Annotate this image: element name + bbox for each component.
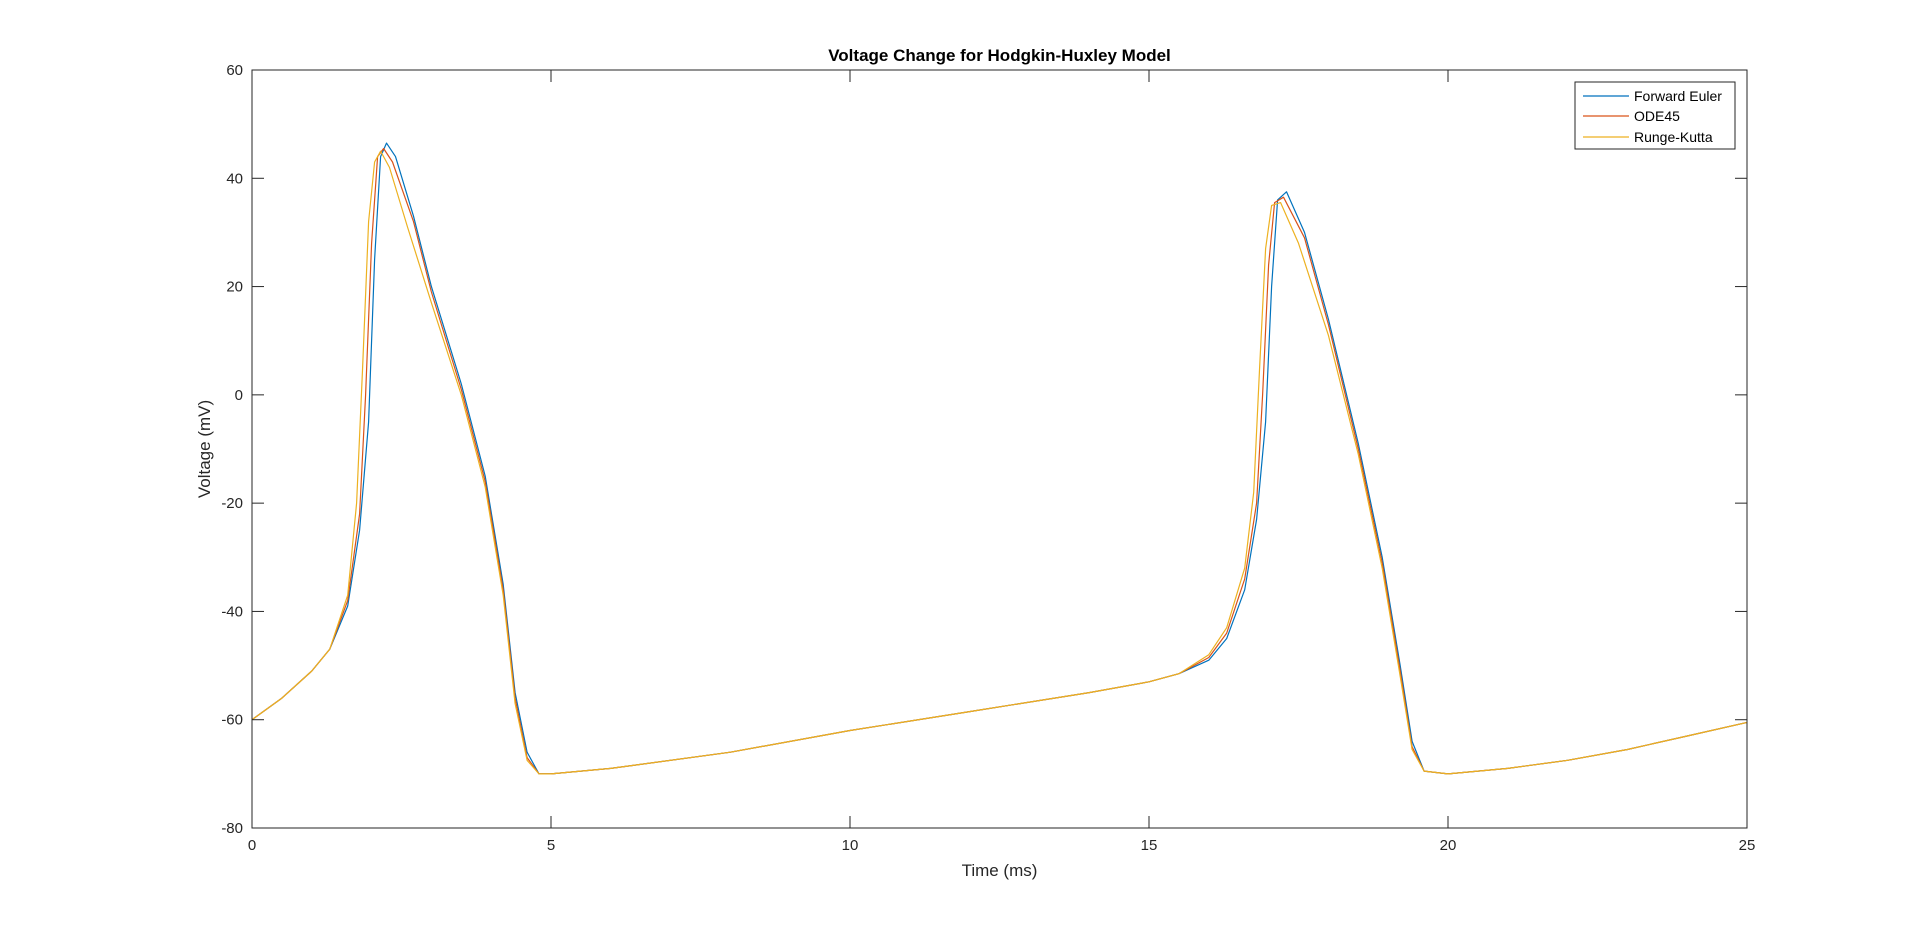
axes-box	[251, 69, 1748, 829]
x-tick-label: 5	[547, 837, 555, 854]
y-tick-label: -60	[221, 712, 243, 729]
x-tick-label: 20	[1440, 837, 1457, 854]
y-tick-label: -40	[221, 603, 243, 620]
x-tick-label: 0	[248, 837, 256, 854]
x-tick-label: 15	[1141, 837, 1158, 854]
legend-label-forward-euler: Forward Euler	[1634, 88, 1722, 104]
legend-label-runge-kutta: Runge-Kutta	[1634, 129, 1713, 145]
x-tick-label: 25	[1739, 837, 1756, 854]
y-tick-label: -20	[221, 495, 243, 512]
legend: Forward Euler ODE45 Runge-Kutta	[1574, 81, 1736, 150]
y-axis-label: Voltage (mV)	[195, 400, 214, 498]
legend-label-ode45: ODE45	[1634, 108, 1680, 124]
y-tick-label: -80	[221, 820, 243, 837]
series-layer	[251, 142, 1748, 775]
plot-area	[252, 70, 1747, 828]
y-tick-label: 40	[226, 170, 243, 187]
chart-title: Voltage Change for Hodgkin-Huxley Model	[828, 46, 1171, 65]
y-tick-label: 0	[235, 387, 243, 404]
x-tick-label: 10	[842, 837, 859, 854]
x-axis-label: Time (ms)	[962, 861, 1038, 880]
y-tick-label: 20	[226, 279, 243, 296]
series-line-runge-kutta	[251, 150, 1748, 775]
y-tick-label: 60	[226, 62, 243, 79]
